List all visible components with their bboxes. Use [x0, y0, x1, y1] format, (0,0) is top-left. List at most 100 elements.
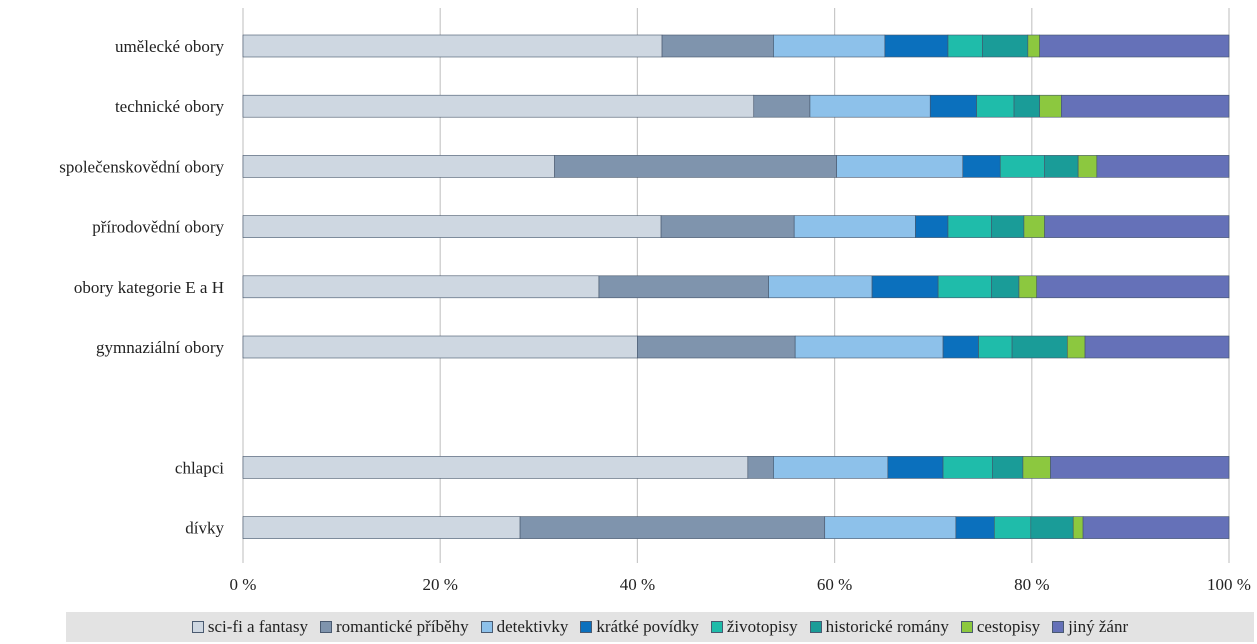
- legend-item: cestopisy: [960, 617, 1041, 637]
- bar-segment: [1022, 456, 1051, 479]
- bar-segment: [1044, 215, 1230, 238]
- legend-label: životopisy: [726, 617, 798, 636]
- bar-segment: [1061, 94, 1230, 118]
- legend-label: cestopisy: [976, 617, 1041, 636]
- bar-segment: [978, 335, 1013, 359]
- bar-segment: [747, 456, 774, 479]
- category-label: umělecké obory: [115, 37, 225, 56]
- bar-segment: [915, 215, 949, 238]
- legend-item: historické romány: [809, 617, 949, 637]
- bar-segment: [242, 94, 755, 118]
- legend-label: krátké povídky: [596, 617, 699, 636]
- bar-segment: [794, 335, 944, 359]
- bar-segment: [1023, 215, 1045, 238]
- bar-segment: [884, 34, 949, 58]
- bar-segment: [1036, 275, 1230, 299]
- bar-segment: [962, 155, 1001, 178]
- bar-segment: [947, 34, 983, 58]
- bar-segment: [1082, 516, 1230, 539]
- stacked-bar-chart: umělecké obory technické obory společensko…: [59, 8, 1251, 594]
- bar-segment: [1044, 155, 1079, 178]
- bar-segment: [1096, 155, 1230, 178]
- bar-segment: [992, 456, 1024, 479]
- bar-segment: [1084, 335, 1230, 359]
- bar-segment: [1013, 94, 1040, 118]
- bar-segment: [824, 516, 957, 539]
- legend-swatch: [480, 621, 493, 633]
- bar-segment: [793, 215, 916, 238]
- category-label: chlapci: [175, 458, 224, 477]
- legend-swatch: [960, 621, 973, 633]
- bar-segment: [242, 215, 662, 238]
- bar-segment: [1030, 516, 1074, 539]
- bar-segment: [242, 155, 555, 178]
- bars: [242, 34, 1230, 539]
- bar-segment: [991, 215, 1025, 238]
- legend-item: krátké povídky: [580, 617, 699, 637]
- bar-segment: [554, 155, 837, 178]
- bar-segment: [1066, 335, 1086, 359]
- category-label: dívky: [185, 519, 224, 538]
- legend-item: romantické příběhy: [319, 617, 469, 637]
- category-label: přírodovědní obory: [92, 218, 224, 237]
- bar-segment: [1039, 34, 1230, 58]
- x-tick-labels: 0 % 20 % 40 % 60 % 80 % 100 %: [230, 575, 1251, 594]
- x-tick-label: 100 %: [1207, 575, 1251, 594]
- category-label: technické obory: [115, 97, 225, 116]
- bar-segment: [809, 94, 931, 118]
- bar-segment: [242, 335, 638, 359]
- legend: sci-fi a fantasy romantické příběhy detekt…: [66, 612, 1254, 642]
- x-tick-label: 60 %: [817, 575, 852, 594]
- bar-segment: [753, 94, 811, 118]
- category-labels: umělecké obory technické obory společensko…: [59, 37, 224, 538]
- category-label: společenskovědní obory: [59, 157, 224, 176]
- bar-segment: [598, 275, 769, 299]
- legend-swatch: [319, 621, 332, 633]
- bar-segment: [929, 94, 977, 118]
- bar-segment: [947, 215, 992, 238]
- legend-label: historické romány: [825, 617, 949, 636]
- bar-segment: [768, 275, 873, 299]
- bar-segment: [242, 516, 521, 539]
- bar-segment: [637, 335, 796, 359]
- x-tick-label: 20 %: [422, 575, 457, 594]
- bar-segment: [937, 275, 992, 299]
- bar-segment: [1027, 34, 1040, 58]
- bar-segment: [976, 94, 1015, 118]
- bar-segment: [955, 516, 995, 539]
- legend-swatch: [1052, 621, 1065, 633]
- legend-swatch: [710, 621, 723, 633]
- legend-item: jiný žánr: [1052, 617, 1128, 637]
- bar-segment: [1050, 456, 1230, 479]
- legend-label: detektivky: [496, 617, 569, 636]
- bar-segment: [242, 275, 600, 299]
- legend-swatch: [191, 621, 204, 633]
- category-label: obory kategorie E a H: [74, 278, 224, 297]
- bar-segment: [942, 335, 979, 359]
- bar-segment: [1018, 275, 1038, 299]
- bar-segment: [994, 516, 1032, 539]
- x-tick-label: 80 %: [1014, 575, 1049, 594]
- bar-segment: [999, 155, 1045, 178]
- bar-segment: [1072, 516, 1084, 539]
- x-tick-label: 40 %: [620, 575, 655, 594]
- bar-segment: [660, 215, 795, 238]
- bar-segment: [1077, 155, 1098, 178]
- legend-swatch: [809, 621, 822, 633]
- legend-label: sci-fi a fantasy: [207, 617, 308, 636]
- x-tick-label: 0 %: [230, 575, 257, 594]
- legend-label: jiný žánr: [1068, 617, 1129, 636]
- bar-segment: [519, 516, 826, 539]
- bar-segment: [1039, 94, 1062, 118]
- bar-segment: [242, 34, 663, 58]
- bar-segment: [773, 34, 886, 58]
- bar-segment: [1011, 335, 1068, 359]
- legend-item: sci-fi a fantasy: [191, 617, 308, 637]
- bar-segment: [871, 275, 939, 299]
- legend-label: romantické příběhy: [335, 617, 469, 636]
- bar-segment: [991, 275, 1020, 299]
- category-label: gymnaziální obory: [96, 338, 224, 357]
- bar-segment: [836, 155, 964, 178]
- bar-segment: [242, 456, 749, 479]
- legend-item: detektivky: [480, 617, 569, 637]
